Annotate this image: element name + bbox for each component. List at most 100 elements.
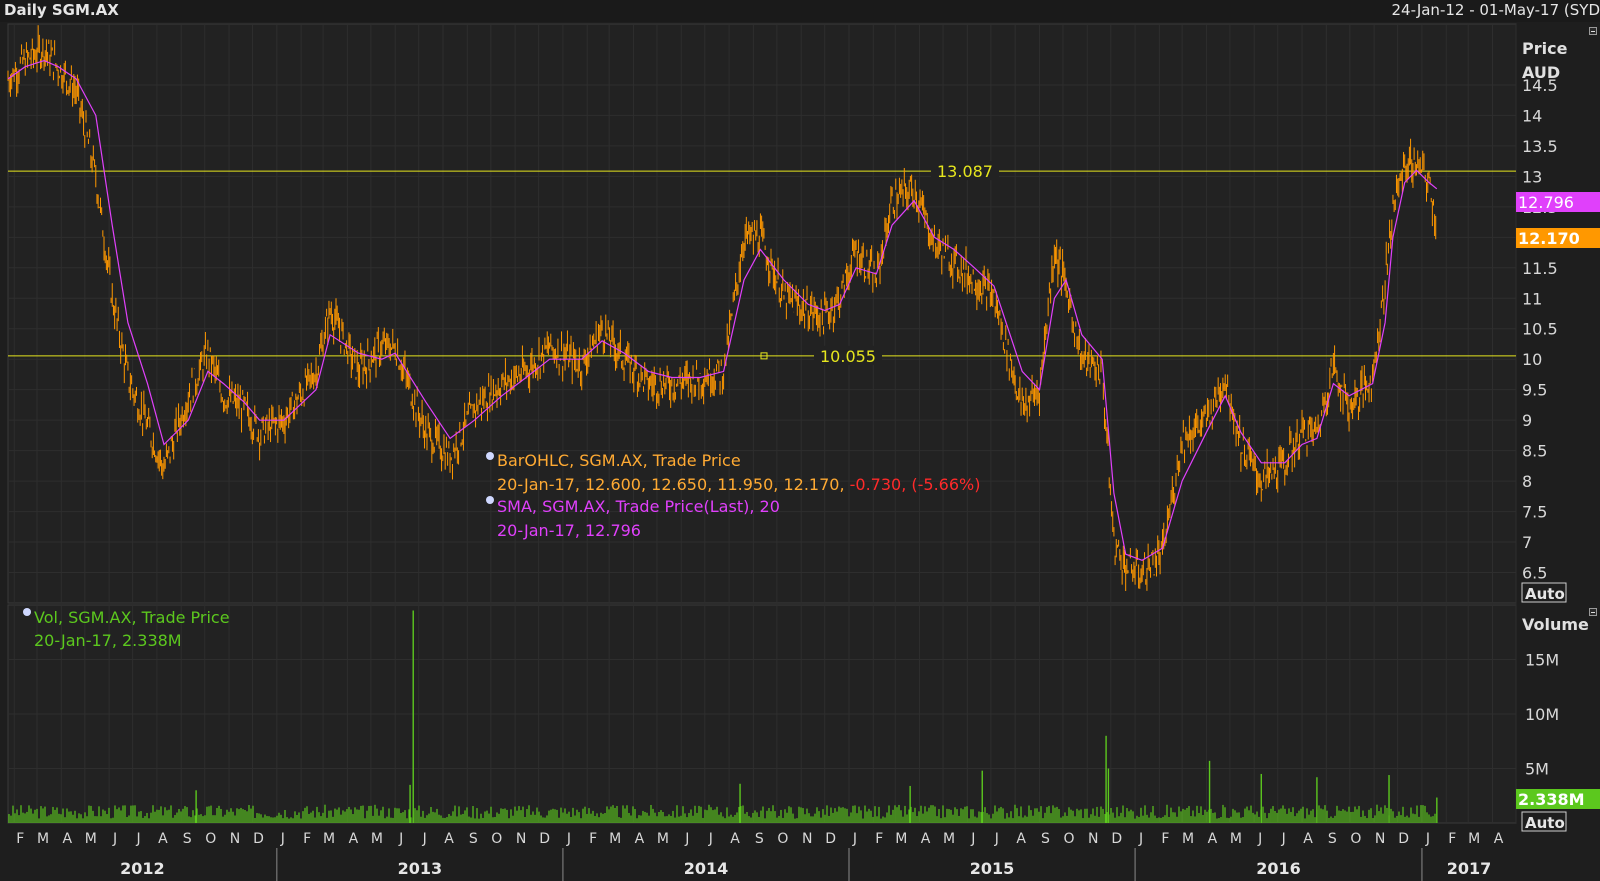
x-month-label: F [875, 831, 883, 847]
price-tick-label: 13 [1522, 167, 1542, 186]
sma-value-tag: 12.796 [1518, 193, 1574, 212]
price-tick-label: 9.5 [1522, 381, 1547, 400]
price-tick-label: 14 [1522, 106, 1542, 125]
volume-legend-values: 20-Jan-17, 2.338M [34, 631, 182, 650]
horizontal-line-label-bg [814, 345, 882, 365]
price-tick-label: 11 [1522, 289, 1542, 308]
x-month-label: S [469, 831, 478, 847]
horizontal-line-label-bg [931, 161, 999, 181]
x-month-label: M [657, 831, 669, 847]
x-month-label: J [852, 831, 857, 847]
x-month-label: A [921, 831, 931, 847]
price-axis-title: Price [1522, 39, 1568, 58]
x-month-label: J [566, 831, 571, 847]
x-month-label: D [253, 831, 264, 847]
x-month-label: D [825, 831, 836, 847]
price-tick-label: 11.5 [1522, 259, 1558, 278]
x-month-label: N [1088, 831, 1098, 847]
x-month-label: A [1303, 831, 1313, 847]
volume-legend-icon[interactable] [23, 608, 31, 616]
x-month-label: A [1494, 831, 1504, 847]
horizontal-line-handle[interactable] [760, 352, 768, 360]
volume-tick-label: 5M [1525, 760, 1549, 779]
price-tick-label: 7 [1522, 533, 1532, 552]
x-month-label: J [136, 831, 141, 847]
x-year-label: 2014 [684, 859, 729, 878]
close-value-tag-bg [1516, 228, 1600, 248]
volume-tick-label: 10M [1525, 705, 1559, 724]
price-tick-label: 6.5 [1522, 564, 1547, 583]
horizontal-line-label: 13.087 [937, 162, 993, 181]
ohlc-legend-values: 20-Jan-17, 12.600, 12.650, 11.950, 12.17… [497, 475, 980, 494]
x-year-label: 2017 [1447, 859, 1492, 878]
volume-bars [8, 610, 1438, 823]
price-tick-label: 8 [1522, 472, 1532, 491]
sma-legend-icon[interactable] [486, 496, 494, 504]
x-month-label: M [371, 831, 383, 847]
x-month-label: J [422, 831, 427, 847]
x-month-label: O [491, 831, 502, 847]
price-series [7, 25, 1438, 592]
x-month-label: F [303, 831, 311, 847]
x-year-label: 2013 [398, 859, 443, 878]
x-month-label: M [943, 831, 955, 847]
price-tick-label: 14.5 [1522, 76, 1558, 95]
x-month-label: M [1468, 831, 1480, 847]
x-month-label: S [755, 831, 764, 847]
volume-auto-button[interactable]: Auto [1521, 811, 1567, 832]
x-month-label: D [1398, 831, 1409, 847]
x-month-label: F [1448, 831, 1456, 847]
horizontal-line-label: 10.055 [820, 347, 876, 366]
close-value-tag: 12.170 [1518, 229, 1580, 248]
price-tick-label: 13.5 [1522, 137, 1558, 156]
price-grid [7, 23, 1517, 604]
volume-legend: Vol, SGM.AX, Trade Price 20-Jan-17, 2.33… [23, 608, 230, 650]
x-month-label: J [1425, 831, 1430, 847]
volume-value-tag-bg [1516, 789, 1600, 809]
x-month-label: A [444, 831, 454, 847]
x-month-label: A [1016, 831, 1026, 847]
x-month-label: J [280, 831, 285, 847]
volume-grid [7, 604, 1517, 824]
x-month-label: M [37, 831, 49, 847]
date-range: 24-Jan-12 - 01-May-17 (SYD [1391, 1, 1600, 19]
x-month-label: O [205, 831, 216, 847]
x-month-label: J [684, 831, 689, 847]
x-month-label: N [230, 831, 240, 847]
price-y-axis: 6.577.588.599.51010.51111.51212.51313.51… [1522, 76, 1558, 583]
x-year-label: 2016 [1256, 859, 1301, 878]
x-month-label: J [970, 831, 975, 847]
chart-title: Daily SGM.AX [4, 1, 119, 19]
sma-legend-title: SMA, SGM.AX, Trade Price(Last), 20 [497, 497, 780, 516]
x-month-label: O [777, 831, 788, 847]
x-month-label: N [1375, 831, 1385, 847]
x-month-label: M [85, 831, 97, 847]
x-month-label: F [1161, 831, 1169, 847]
x-month-label: O [1063, 831, 1074, 847]
x-month-label: J [1138, 831, 1143, 847]
x-month-label: A [349, 831, 359, 847]
sma-line [7, 59, 1438, 561]
x-month-label: N [516, 831, 526, 847]
x-month-label: D [1111, 831, 1122, 847]
x-month-label: F [16, 831, 24, 847]
x-month-label: A [730, 831, 740, 847]
x-month-label: J [994, 831, 999, 847]
x-month-label: J [1281, 831, 1286, 847]
ohlc-legend-title: BarOHLC, SGM.AX, Trade Price [497, 451, 741, 470]
x-month-label: O [1350, 831, 1361, 847]
x-month-label: A [1208, 831, 1218, 847]
volume-panel-collapse-icon[interactable] [1589, 608, 1597, 616]
price-panel-collapse-icon[interactable] [1589, 27, 1597, 35]
volume-y-axis: 15M 10M 5M [1525, 651, 1559, 779]
sma-legend-values: 20-Jan-17, 12.796 [497, 521, 641, 540]
horizontal-lines[interactable]: 13.087 10.055 [8, 161, 1516, 366]
price-tick-label: 8.5 [1522, 442, 1547, 461]
ohlc-legend-icon[interactable] [486, 452, 494, 460]
price-auto-button[interactable]: Auto [1521, 582, 1567, 603]
volume-legend-title: Vol, SGM.AX, Trade Price [34, 608, 230, 627]
volume-auto-label: Auto [1525, 814, 1565, 832]
price-tick-label: 10 [1522, 350, 1542, 369]
